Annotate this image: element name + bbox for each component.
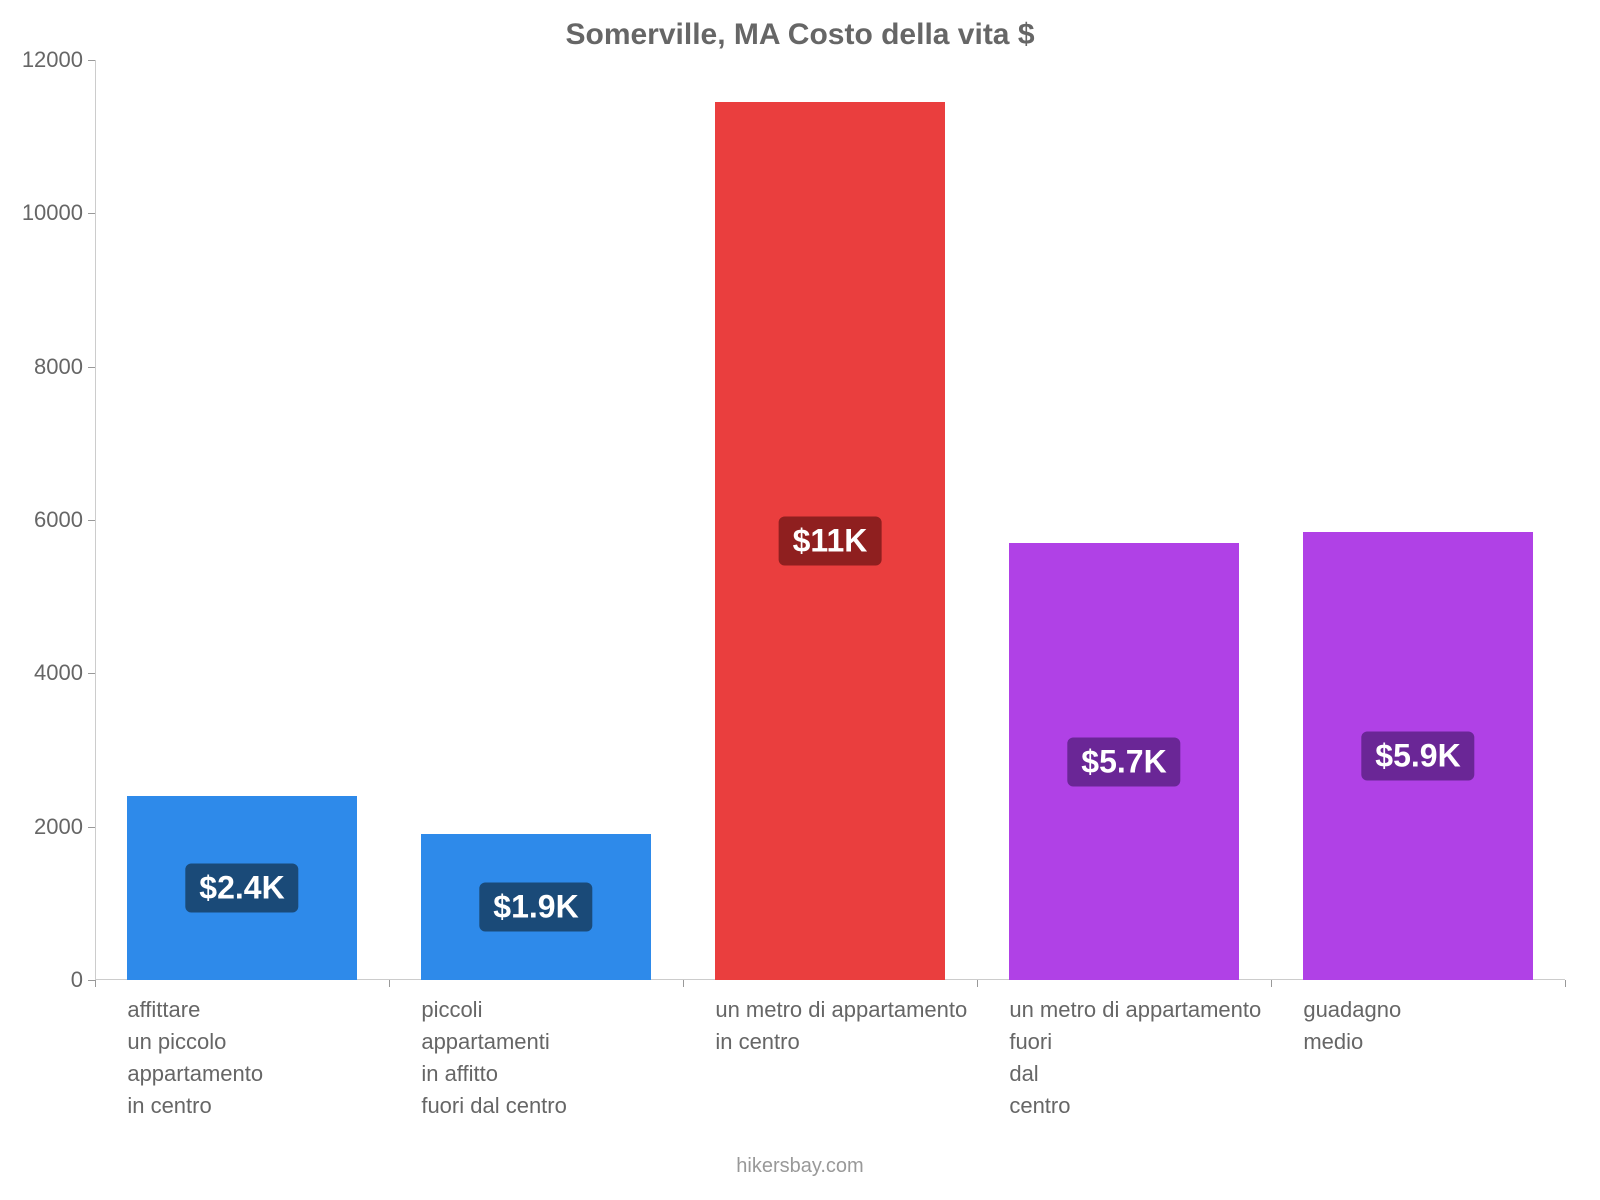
x-tick-mark bbox=[95, 980, 96, 987]
bar-value-label: $2.4K bbox=[185, 864, 298, 913]
x-tick-mark bbox=[389, 980, 390, 987]
y-tick-mark bbox=[88, 367, 95, 368]
category-label: affittare un piccolo appartamento in cen… bbox=[127, 994, 263, 1122]
cost-of-living-chart: Somerville, MA Costo della vita $ 0 2000 4… bbox=[0, 0, 1600, 1200]
plot-area: 020004000600080001000012000$2.4K$1.9K$11… bbox=[95, 60, 1565, 980]
y-tick-label: 0 bbox=[5, 967, 83, 993]
category-label: un metro di appartamento in centro bbox=[715, 994, 967, 1058]
bar-value-label: $11K bbox=[779, 517, 882, 566]
category-label: piccoli appartamenti in affitto fuori da… bbox=[421, 994, 567, 1122]
y-tick-mark bbox=[88, 60, 95, 61]
category-label: guadagno medio bbox=[1303, 994, 1401, 1058]
chart-title: Somerville, MA Costo della vita $ bbox=[0, 18, 1600, 52]
y-tick-mark bbox=[88, 213, 95, 214]
y-tick-mark bbox=[88, 827, 95, 828]
x-tick-mark bbox=[683, 980, 684, 987]
bar-value-label: $5.9K bbox=[1361, 731, 1474, 780]
y-tick-label: 12000 bbox=[5, 47, 83, 73]
x-tick-mark bbox=[977, 980, 978, 987]
category-label: un metro di appartamento fuori dal centr… bbox=[1009, 994, 1261, 1122]
y-tick-label: 6000 bbox=[5, 507, 83, 533]
credit-text: hikersbay.com bbox=[0, 1155, 1600, 1178]
x-tick-mark bbox=[1271, 980, 1272, 987]
y-tick-label: 10000 bbox=[5, 200, 83, 226]
bar-value-label: $1.9K bbox=[479, 883, 592, 932]
x-tick-mark bbox=[1565, 980, 1566, 987]
y-tick-label: 8000 bbox=[5, 354, 83, 380]
y-tick-mark bbox=[88, 673, 95, 674]
y-tick-mark bbox=[88, 980, 95, 981]
y-axis-line bbox=[95, 60, 96, 980]
y-tick-mark bbox=[88, 520, 95, 521]
bar-value-label: $5.7K bbox=[1067, 737, 1180, 786]
y-tick-label: 4000 bbox=[5, 660, 83, 686]
y-tick-label: 2000 bbox=[5, 814, 83, 840]
